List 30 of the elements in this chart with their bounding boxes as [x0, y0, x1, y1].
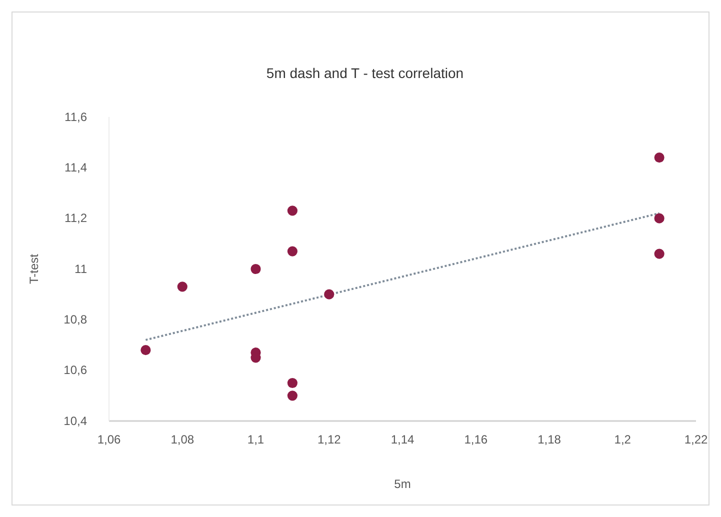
- x-tick-label: 1,2: [614, 432, 632, 447]
- y-tick-label: 11,6: [64, 110, 88, 124]
- point: [654, 152, 664, 163]
- point: [654, 248, 664, 259]
- x-tick-label: 1,16: [464, 432, 488, 447]
- y-tick-label: 10,8: [64, 312, 88, 327]
- point: [140, 345, 151, 356]
- y-tick-label: 11,4: [64, 160, 88, 175]
- x-tick-label: 1,22: [684, 432, 708, 447]
- point: [177, 282, 188, 292]
- chart-title: 5m dash and T - test correlation: [266, 65, 464, 81]
- x-tick-label: 1,06: [97, 432, 121, 447]
- x-tick-label: 1,18: [538, 432, 562, 447]
- point: [287, 206, 298, 216]
- y-tick-label: 10,6: [64, 363, 88, 378]
- point: [287, 378, 298, 388]
- y-tick-label: 11,2: [64, 211, 88, 226]
- x-axis-title: 5m: [394, 477, 411, 491]
- point: [654, 213, 664, 224]
- y-axis-title: T-test: [27, 253, 41, 284]
- point: [287, 390, 298, 401]
- y-tick-label: 11: [74, 262, 88, 276]
- x-tick-label: 1,14: [390, 432, 414, 447]
- y-tick-label: 10,4: [64, 414, 88, 428]
- x-tick-label: 1,1: [247, 432, 264, 447]
- point: [287, 246, 298, 256]
- point: [250, 264, 261, 274]
- point: [324, 289, 334, 300]
- x-tick-label: 1,08: [170, 432, 194, 447]
- x-tick-label: 1,12: [317, 432, 342, 447]
